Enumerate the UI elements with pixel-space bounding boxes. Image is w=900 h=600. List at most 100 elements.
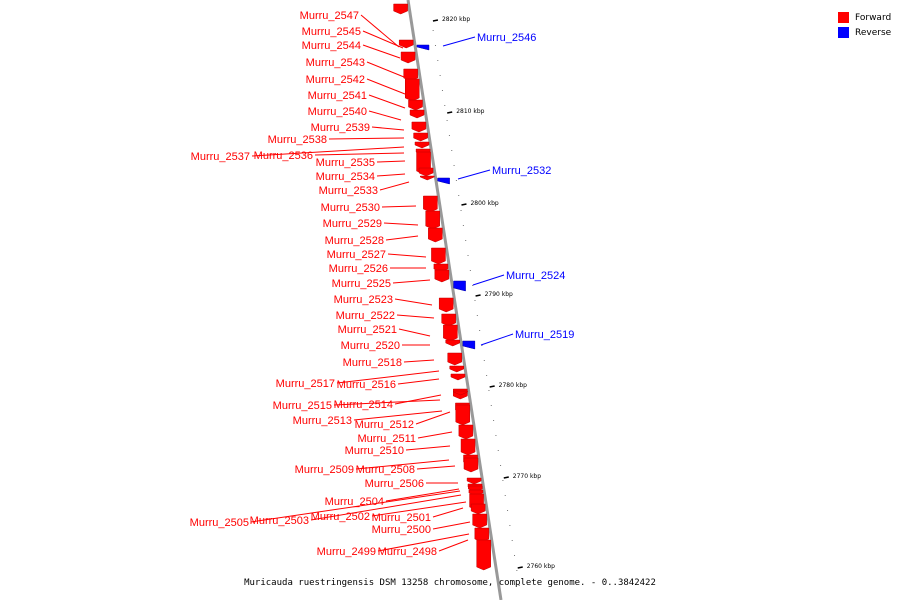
- gene-feature-Murru_2544[interactable]: [400, 51, 416, 64]
- gene-feature-Murru_2530[interactable]: [423, 195, 438, 213]
- minor-tick: [455, 180, 457, 181]
- gene-label-Murru_2535[interactable]: Murru_2535: [316, 157, 375, 169]
- gene-label-Murru_2499[interactable]: Murru_2499: [317, 546, 376, 558]
- gene-label-Murru_2537[interactable]: Murru_2537: [191, 151, 250, 163]
- gene-label-Murru_2519[interactable]: Murru_2519: [515, 329, 574, 341]
- gene-feature-Murru_2501[interactable]: [470, 503, 486, 515]
- gene-label-Murru_2536[interactable]: Murru_2536: [254, 150, 313, 162]
- gene-feature-Murru_2500[interactable]: [472, 513, 487, 529]
- gene-label-Murru_2527[interactable]: Murru_2527: [327, 249, 386, 261]
- gene-feature-Murru_2540[interactable]: [409, 109, 425, 119]
- gene-label-Murru_2515[interactable]: Murru_2515: [273, 400, 332, 412]
- gene-label-Murru_2529[interactable]: Murru_2529: [323, 218, 382, 230]
- gene-label-Murru_2524[interactable]: Murru_2524: [506, 270, 565, 282]
- gene-feature-Murru_2547[interactable]: [393, 3, 408, 15]
- gene-label-Murru_2538[interactable]: Murru_2538: [268, 134, 327, 146]
- gene-label-Murru_2504[interactable]: Murru_2504: [325, 496, 384, 508]
- gene-leader-line: [362, 30, 404, 49]
- gene-feature-Murru_2529[interactable]: [425, 210, 440, 230]
- gene-feature-Murru_2537[interactable]: [414, 141, 430, 149]
- gene-label-Murru_2512[interactable]: Murru_2512: [355, 419, 414, 431]
- minor-tick: [460, 210, 462, 211]
- gene-label-Murru_2513[interactable]: Murru_2513: [293, 415, 352, 427]
- gene-label-Murru_2541[interactable]: Murru_2541: [308, 90, 367, 102]
- gene-feature-Murru_2541[interactable]: [408, 99, 423, 111]
- gene-label-Murru_2526[interactable]: Murru_2526: [329, 263, 388, 275]
- gene-label-Murru_2511[interactable]: Murru_2511: [358, 433, 417, 445]
- gene-feature-Murru_2527[interactable]: [431, 247, 446, 265]
- gene-leader-line: [328, 137, 405, 140]
- gene-feature-Murru_2534[interactable]: [418, 167, 434, 177]
- gene-leader-line: [432, 521, 471, 530]
- gene-feature-Murru_2518[interactable]: [447, 352, 462, 366]
- gene-label-Murru_2522[interactable]: Murru_2522: [336, 310, 395, 322]
- minor-tick: [469, 270, 471, 271]
- gene-label-Murru_2545[interactable]: Murru_2545: [302, 26, 361, 38]
- gene-label-Murru_2509[interactable]: Murru_2509: [295, 464, 354, 476]
- gene-label-Murru_2534[interactable]: Murru_2534: [316, 171, 375, 183]
- gene-label-Murru_2528[interactable]: Murru_2528: [325, 235, 384, 247]
- gene-label-Murru_2530[interactable]: Murru_2530: [321, 202, 380, 214]
- gene-label-Murru_2533[interactable]: Murru_2533: [319, 185, 378, 197]
- gene-feature-Murru_2512[interactable]: [455, 404, 471, 426]
- gene-feature-Murru_2545[interactable]: [398, 39, 414, 49]
- gene-label-Murru_2544[interactable]: Murru_2544: [302, 40, 361, 52]
- gene-label-Murru_2500[interactable]: Murru_2500: [372, 524, 431, 536]
- gene-feature-Murru_2546[interactable]: [416, 44, 430, 51]
- gene-leader-line: [371, 501, 467, 517]
- gene-feature-Murru_2506[interactable]: [466, 477, 482, 485]
- gene-feature-Murru_2508[interactable]: [463, 457, 479, 473]
- gene-feature-Murru_2511[interactable]: [458, 424, 474, 440]
- gene-label-Murru_2518[interactable]: Murru_2518: [343, 357, 402, 369]
- gene-leader-line: [442, 36, 476, 47]
- gene-label-Murru_2501[interactable]: Murru_2501: [372, 512, 431, 524]
- gene-feature-Murru_2517[interactable]: [449, 365, 464, 373]
- gene-feature-Murru_2521[interactable]: [443, 324, 458, 342]
- minor-tick: [474, 300, 476, 301]
- gene-feature-Murru_2522[interactable]: [441, 313, 456, 327]
- gene-label-Murru_2525[interactable]: Murru_2525: [332, 278, 391, 290]
- gene-feature-Murru_2523[interactable]: [438, 297, 454, 313]
- gene-label-Murru_2542[interactable]: Murru_2542: [306, 74, 365, 86]
- gene-label-Murru_2547[interactable]: Murru_2547: [300, 10, 359, 22]
- gene-label-Murru_2532[interactable]: Murru_2532: [492, 165, 551, 177]
- gene-feature-Murru_2539[interactable]: [411, 121, 427, 133]
- gene-label-Murru_2505[interactable]: Murru_2505: [190, 517, 249, 529]
- gene-feature-Murru_2516[interactable]: [450, 373, 466, 381]
- gene-feature-Murru_2542[interactable]: [404, 78, 420, 102]
- gene-leader-line: [385, 488, 460, 502]
- gene-label-Murru_2540[interactable]: Murru_2540: [308, 106, 367, 118]
- gene-leader-line: [480, 333, 514, 346]
- gene-label-Murru_2508[interactable]: Murru_2508: [356, 464, 415, 476]
- gene-feature-Murru_2532[interactable]: [437, 177, 450, 185]
- gene-label-Murru_2543[interactable]: Murru_2543: [306, 57, 365, 69]
- gene-label-Murru_2516[interactable]: Murru_2516: [337, 379, 396, 391]
- gene-label-Murru_2503[interactable]: Murru_2503: [250, 515, 309, 527]
- minor-tick: [462, 225, 464, 226]
- gene-feature-Murru_2510[interactable]: [460, 438, 476, 456]
- gene-label-Murru_2521[interactable]: Murru_2521: [338, 324, 397, 336]
- gene-feature-Murru_2524[interactable]: [453, 280, 466, 292]
- gene-label-Murru_2502[interactable]: Murru_2502: [311, 511, 370, 523]
- gene-feature-Murru_2525[interactable]: [434, 269, 450, 283]
- legend-reverse: Reverse: [838, 25, 891, 40]
- gene-feature-Murru_2514[interactable]: [453, 390, 468, 396]
- gene-feature-Murru_2519[interactable]: [462, 340, 476, 350]
- gene-feature-Murru_2528[interactable]: [428, 227, 443, 243]
- gene-feature-Murru_2533[interactable]: [420, 175, 435, 181]
- gene-label-Murru_2517[interactable]: Murru_2517: [276, 378, 335, 390]
- gene-feature-Murru_2520[interactable]: [445, 339, 460, 347]
- gene-label-Murru_2506[interactable]: Murru_2506: [365, 478, 424, 490]
- tick-label: 2760 kbp: [527, 563, 555, 570]
- gene-label-Murru_2510[interactable]: Murru_2510: [345, 445, 404, 457]
- gene-label-Murru_2498[interactable]: Murru_2498: [378, 546, 437, 558]
- gene-label-Murru_2520[interactable]: Murru_2520: [341, 340, 400, 352]
- gene-leader-line: [379, 181, 410, 191]
- minor-tick: [493, 420, 495, 421]
- gene-label-Murru_2546[interactable]: Murru_2546: [477, 32, 536, 44]
- gene-label-Murru_2514[interactable]: Murru_2514: [334, 399, 393, 411]
- gene-feature-Murru_2498[interactable]: [476, 539, 491, 571]
- gene-label-Murru_2539[interactable]: Murru_2539: [311, 122, 370, 134]
- gene-label-Murru_2523[interactable]: Murru_2523: [334, 294, 393, 306]
- gene-feature-Murru_2538[interactable]: [413, 132, 428, 142]
